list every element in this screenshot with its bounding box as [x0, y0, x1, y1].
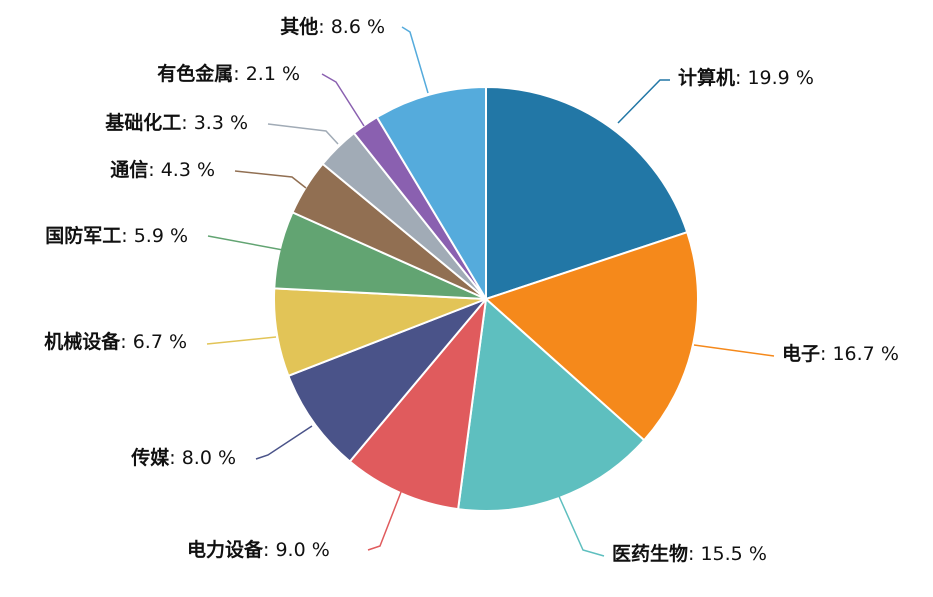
slice-separator-slice-7: : — [121, 225, 133, 247]
leader-lines — [206, 26, 775, 557]
slice-separator-slice-2: : — [820, 343, 832, 365]
leader-line-slice-7 — [207, 235, 284, 251]
slice-name-slice-8: 通信 — [110, 158, 148, 181]
slice-name-slice-4: 电力设备 — [187, 538, 264, 561]
leader-line-slice-5 — [255, 425, 313, 460]
leader-line-slice-10 — [321, 73, 365, 127]
slice-label-slice-11: 其他: 8.6 % — [280, 15, 385, 38]
slice-value-slice-8: 4.3 % — [161, 159, 215, 181]
pie-slice-11 — [375, 86, 487, 300]
slice-label-slice-3: 医药生物: 15.5 % — [612, 542, 767, 565]
leader-line-slice-11 — [401, 26, 429, 94]
slice-separator-slice-1: : — [735, 67, 747, 89]
slice-label-slice-9: 基础化工: 3.3 % — [104, 111, 248, 134]
slice-value-slice-10: 2.1 % — [246, 63, 300, 85]
slice-label-slice-4: 电力设备: 9.0 % — [187, 538, 330, 561]
slice-value-slice-3: 15.5 % — [700, 543, 766, 565]
slice-name-slice-5: 传媒 — [130, 446, 170, 469]
leader-line-slice-8 — [234, 170, 307, 189]
slice-name-slice-2: 电子 — [782, 342, 820, 365]
slice-label-slice-2: 电子: 16.7 % — [782, 342, 899, 365]
slice-name-slice-10: 有色金属 — [157, 62, 233, 85]
pie-slices — [273, 86, 699, 512]
slice-value-slice-11: 8.6 % — [331, 16, 385, 38]
slice-value-slice-9: 3.3 % — [194, 112, 248, 134]
pie-slice-5 — [287, 298, 487, 463]
slice-value-slice-5: 8.0 % — [182, 447, 236, 469]
slice-value-slice-2: 16.7 % — [832, 343, 898, 365]
leader-line-slice-2 — [693, 344, 775, 357]
slice-label-slice-6: 机械设备: 6.7 % — [44, 330, 187, 353]
pie-slice-2 — [485, 231, 699, 442]
slice-name-slice-6: 机械设备 — [44, 330, 121, 353]
pie-slice-1 — [485, 86, 689, 300]
leader-line-slice-4 — [367, 491, 402, 551]
slice-separator-slice-6: : — [120, 331, 132, 353]
slice-separator-slice-10: : — [233, 63, 245, 85]
slice-value-slice-4: 9.0 % — [275, 539, 329, 561]
slice-label-slice-7: 国防军工: 5.9 % — [45, 224, 188, 247]
slice-label-slice-10: 有色金属: 2.1 % — [157, 62, 300, 85]
leader-line-slice-9 — [267, 123, 339, 145]
slice-name-slice-9: 基础化工 — [104, 111, 181, 134]
leader-line-slice-6 — [206, 336, 277, 345]
slice-label-slice-8: 通信: 4.3 % — [110, 158, 215, 181]
slice-separator-slice-5: : — [169, 447, 181, 469]
leader-line-slice-3 — [557, 493, 605, 557]
leader-line-slice-1 — [617, 79, 670, 124]
slice-separator-slice-3: : — [688, 543, 700, 565]
slice-label-slice-1: 计算机: 19.9 % — [678, 66, 814, 89]
slice-separator-slice-8: : — [148, 159, 160, 181]
slice-name-slice-11: 其他 — [280, 15, 318, 38]
slice-name-slice-3: 医药生物 — [612, 542, 688, 565]
slice-name-slice-1: 计算机 — [678, 66, 735, 89]
slice-value-slice-7: 5.9 % — [134, 225, 188, 247]
slice-label-slice-5: 传媒: 8.0 % — [130, 446, 236, 469]
slice-value-slice-6: 6.7 % — [133, 331, 187, 353]
slice-separator-slice-9: : — [181, 112, 193, 134]
slice-separator-slice-4: : — [263, 539, 275, 561]
slice-value-slice-1: 19.9 % — [747, 67, 813, 89]
slice-labels: 计算机: 19.9 % 电子: 16.7 % 医药生物: 15.5 % 电力设备: 9… — [44, 15, 899, 565]
slice-name-slice-7: 国防军工 — [45, 224, 121, 247]
slice-separator-slice-11: : — [318, 16, 330, 38]
